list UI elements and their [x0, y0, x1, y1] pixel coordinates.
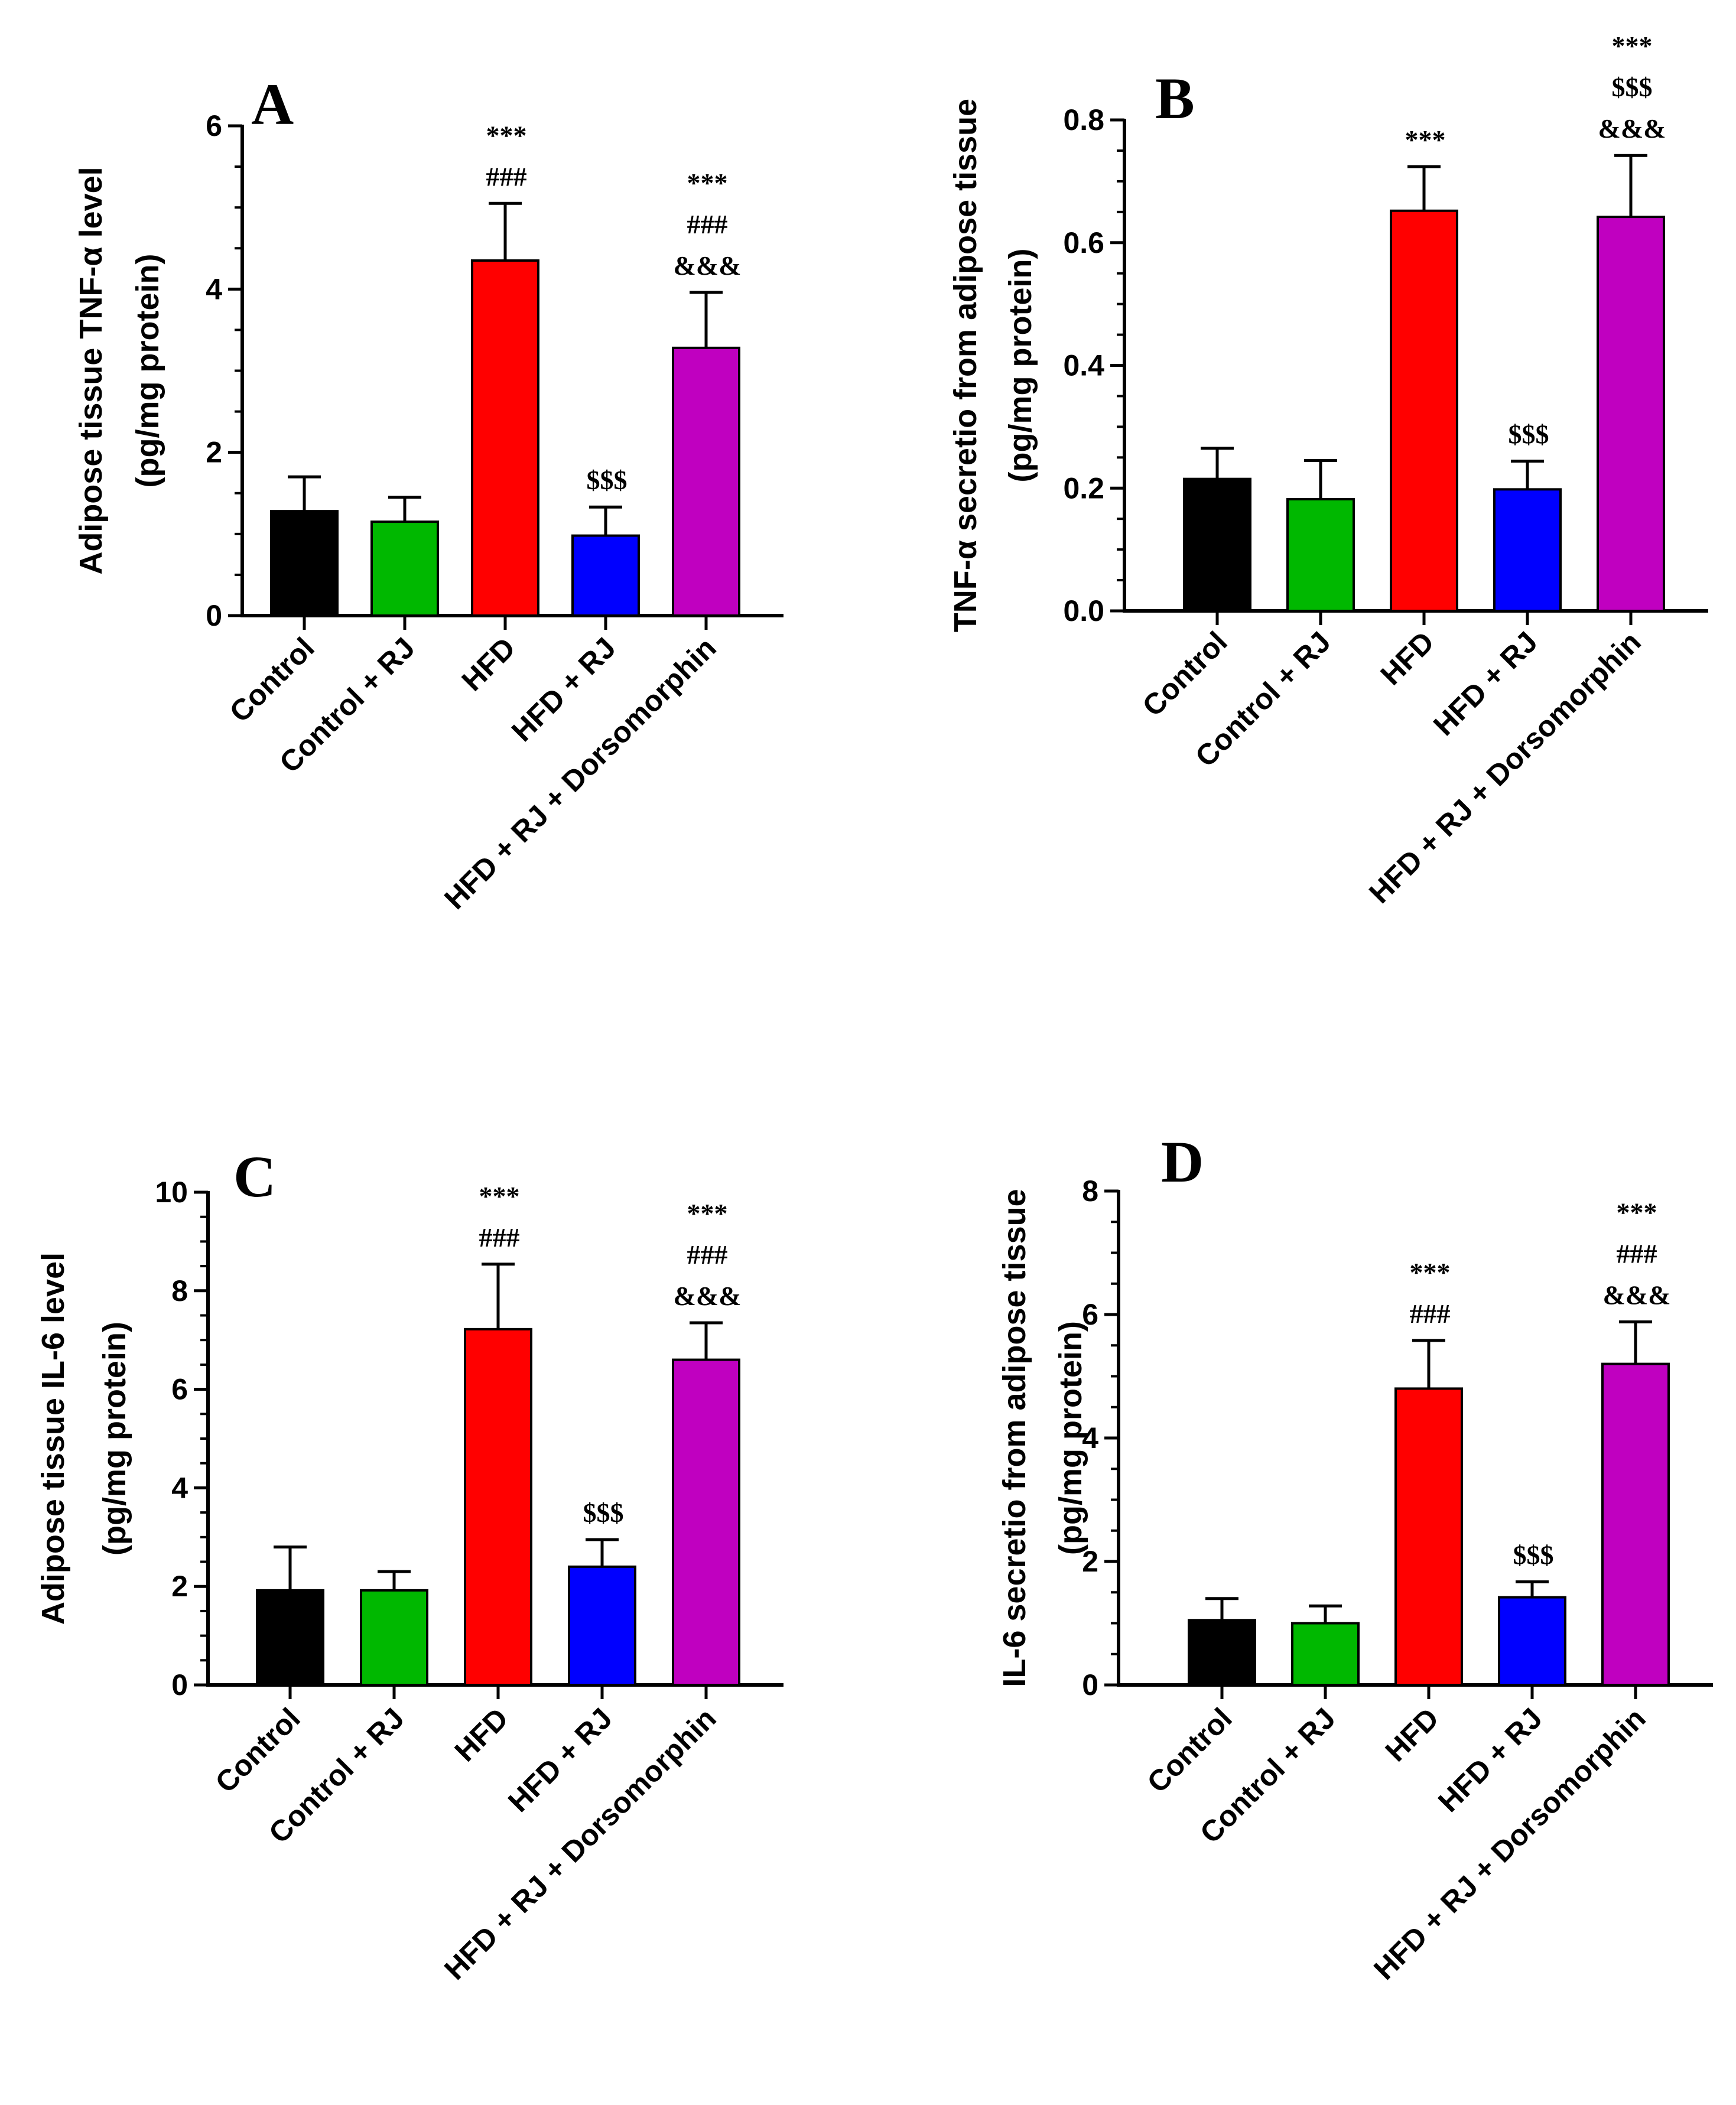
y-tick-label: 0: [1082, 1668, 1098, 1701]
bar-control: [270, 510, 339, 617]
y-axis-label: Adipose tissue TNF-α level: [73, 167, 109, 574]
y-tick-label: 0.0: [1063, 594, 1104, 627]
significance-mark: ###: [486, 161, 527, 191]
category-label: Control: [223, 631, 321, 728]
bar-control-rj: [360, 1589, 428, 1687]
y-tick-label: 0.4: [1063, 349, 1104, 382]
significance-mark: &&&: [1603, 1280, 1671, 1310]
significance-mark: $$$: [587, 465, 628, 495]
bar-control-rj: [370, 520, 439, 617]
y-axis-label: Adipose tissue IL-6 level: [35, 1252, 71, 1625]
y-tick-label: 0.2: [1063, 471, 1104, 505]
significance-mark: $$$: [1612, 72, 1653, 102]
y-tick-label: 0.8: [1063, 103, 1104, 136]
significance-mark: &&&: [674, 1281, 742, 1311]
category-label: Control: [1136, 625, 1234, 723]
y-tick-label: 0: [206, 599, 222, 632]
category-label: HFD: [448, 1701, 515, 1768]
y-tick-label: 4: [171, 1471, 188, 1504]
y-axis-label-units: (pg/mg protein): [97, 1322, 132, 1556]
bar-hfd: [464, 1328, 532, 1687]
y-axis-label: IL-6 secretio from adipose tissue: [997, 1189, 1032, 1687]
y-tick-label: 4: [206, 272, 222, 305]
bar-control: [1188, 1619, 1256, 1686]
panel-letter: C: [233, 1144, 276, 1209]
y-axis-label-units: (pg/mg protein): [130, 254, 165, 488]
significance-mark: ###: [1410, 1299, 1451, 1329]
significance-mark: ***: [687, 1198, 728, 1228]
bar-hfd-rj-dorsomorphin: [1601, 1362, 1670, 1687]
bar-control: [1183, 477, 1251, 613]
bar-hfd: [471, 259, 539, 617]
significance-mark: $$$: [1509, 419, 1549, 450]
y-tick-label: 6: [171, 1373, 188, 1406]
significance-mark: $$$: [1513, 1540, 1554, 1570]
bar-control-rj: [1291, 1622, 1360, 1686]
bar-hfd-rj: [568, 1565, 636, 1687]
category-label: HFD: [1374, 625, 1441, 691]
bar-hfd: [1390, 209, 1458, 612]
y-axis-label-units: (pg/mg protein): [1003, 249, 1038, 483]
significance-mark: ***: [1410, 1257, 1451, 1287]
category-label: Control: [209, 1701, 307, 1799]
y-tick-label: 0: [171, 1668, 188, 1701]
significance-mark: ***: [687, 168, 728, 198]
significance-mark: $$$: [583, 1498, 624, 1528]
significance-mark: &&&: [674, 250, 742, 281]
y-axis-label: TNF-α secretio from adipose tissue: [948, 99, 983, 632]
bar-hfd-rj: [571, 534, 640, 617]
significance-mark: ***: [479, 1181, 520, 1211]
y-tick-label: 2: [206, 436, 222, 469]
bar-hfd-rj: [1493, 488, 1562, 613]
bar-control-rj: [1286, 497, 1355, 613]
bar-hfd-rj-dorsomorphin: [1597, 216, 1665, 612]
y-tick-label: 2: [171, 1570, 188, 1603]
y-tick-label: 10: [155, 1176, 188, 1209]
panel-letter: D: [1161, 1129, 1204, 1195]
significance-mark: ***: [486, 120, 527, 150]
category-label: Control: [1141, 1701, 1238, 1799]
y-tick-label: 8: [171, 1274, 188, 1307]
category-label: HFD: [456, 631, 522, 697]
significance-mark: &&&: [1598, 113, 1666, 144]
y-tick-label: 8: [1082, 1174, 1098, 1208]
bar-hfd: [1394, 1387, 1463, 1686]
significance-mark: ###: [479, 1222, 520, 1252]
y-tick-label: 6: [206, 109, 222, 142]
significance-mark: ###: [687, 209, 728, 239]
bar-hfd-rj-dorsomorphin: [672, 346, 740, 617]
y-axis-label-units: (pg/mg protein): [1053, 1321, 1088, 1555]
bar-hfd-rj: [1498, 1596, 1566, 1687]
significance-mark: ***: [1617, 1198, 1657, 1228]
y-tick-label: 4: [1082, 1421, 1098, 1455]
significance-mark: ***: [1612, 31, 1653, 61]
y-tick-label: 6: [1082, 1298, 1098, 1331]
significance-mark: ###: [1617, 1239, 1657, 1269]
panel-letter: A: [251, 71, 294, 137]
bar-control: [256, 1589, 324, 1687]
y-tick-label: 0.6: [1063, 226, 1104, 259]
category-label: HFD: [1379, 1701, 1445, 1768]
y-tick-label: 2: [1082, 1545, 1098, 1578]
panel-letter: B: [1155, 66, 1195, 131]
significance-mark: ***: [1405, 125, 1446, 155]
significance-mark: ###: [687, 1239, 728, 1270]
bar-hfd-rj-dorsomorphin: [672, 1358, 740, 1687]
